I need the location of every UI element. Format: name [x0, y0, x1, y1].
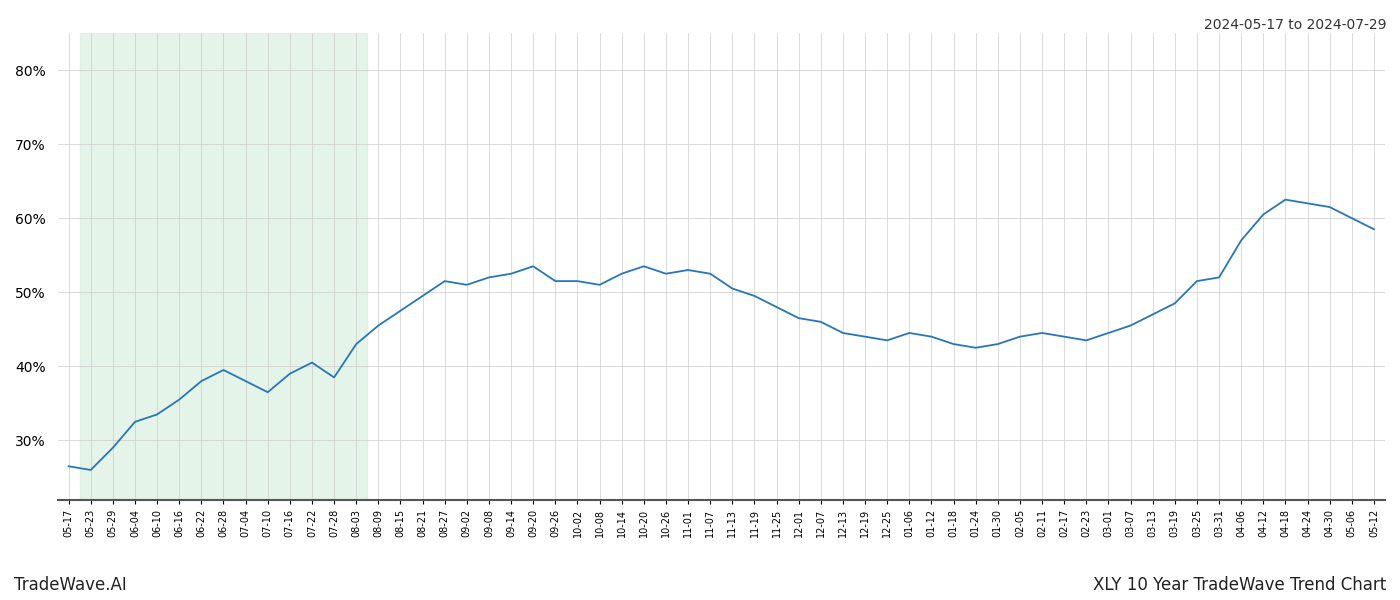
Bar	[80, 33, 367, 500]
Text: 2024-05-17 to 2024-07-29: 2024-05-17 to 2024-07-29	[1204, 18, 1386, 32]
Text: XLY 10 Year TradeWave Trend Chart: XLY 10 Year TradeWave Trend Chart	[1093, 576, 1386, 594]
Text: TradeWave.AI: TradeWave.AI	[14, 576, 127, 594]
